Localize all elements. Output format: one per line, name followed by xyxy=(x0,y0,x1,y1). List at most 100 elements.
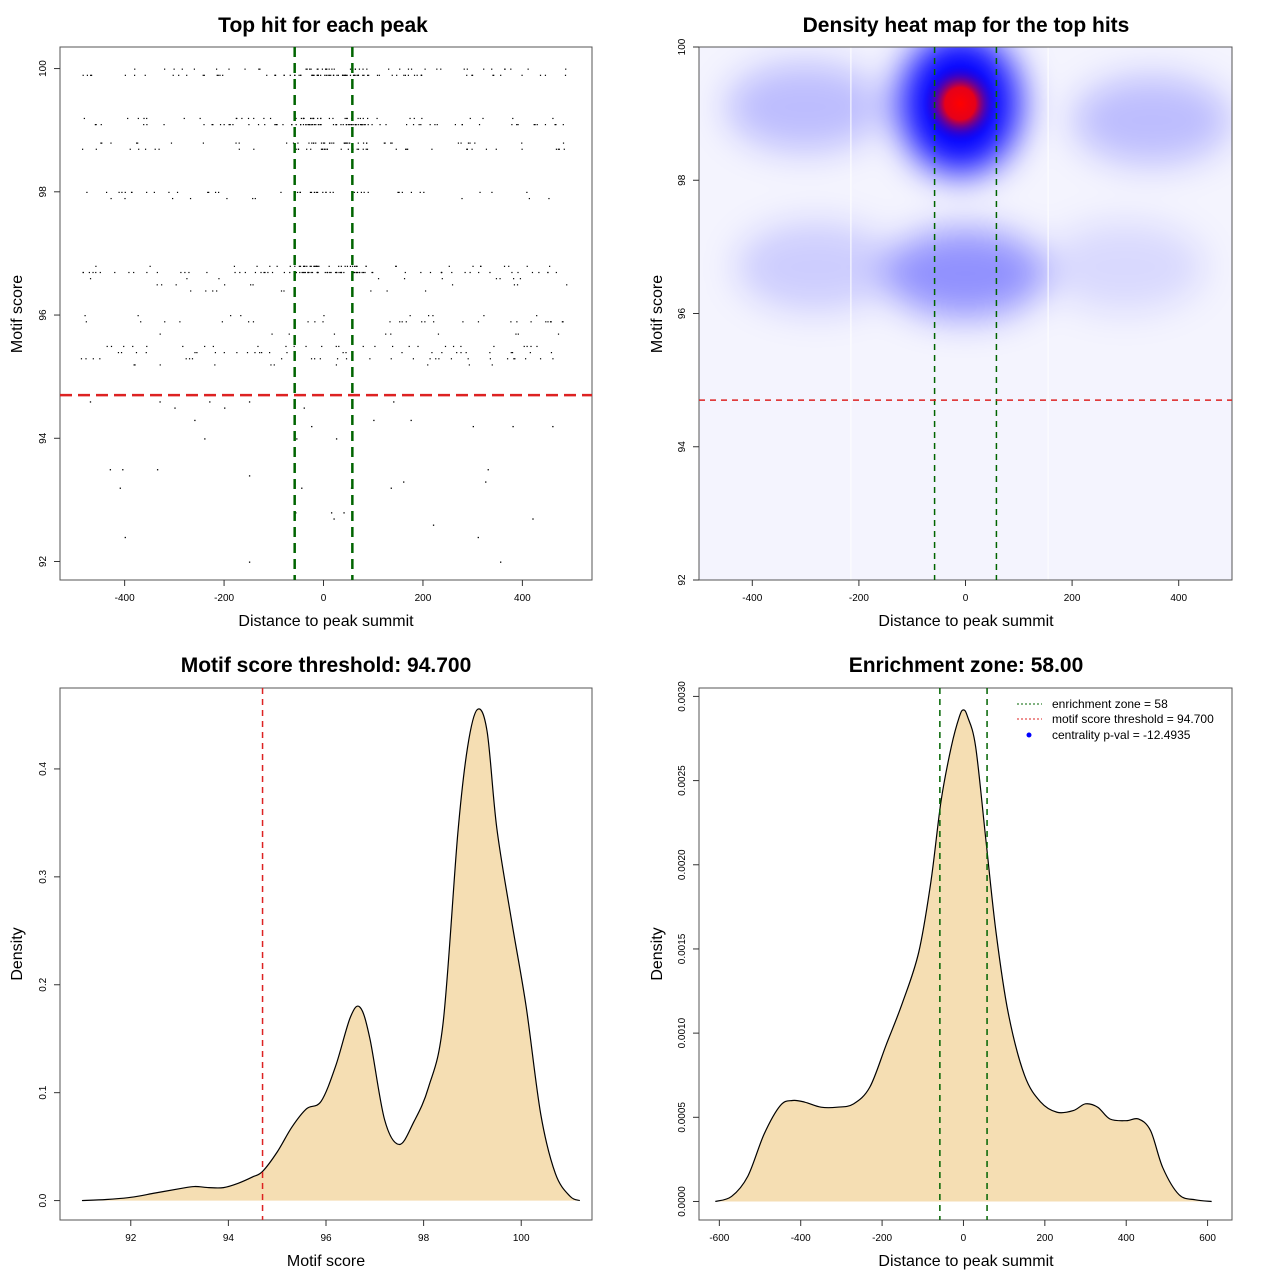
data-point xyxy=(432,524,435,526)
data-point xyxy=(471,74,473,76)
data-point xyxy=(477,536,479,539)
data-point xyxy=(178,74,180,76)
data-point xyxy=(315,142,317,144)
data-point xyxy=(441,271,443,274)
data-point xyxy=(510,321,512,323)
data-point xyxy=(503,265,506,267)
data-point xyxy=(534,124,536,126)
data-point xyxy=(326,148,328,150)
y-axis-label: Density xyxy=(9,927,26,980)
data-point xyxy=(305,345,307,348)
data-point xyxy=(258,68,260,70)
data-point xyxy=(506,358,509,360)
legend-label: motif score threshold = 94.700 xyxy=(1052,712,1214,726)
data-point xyxy=(314,321,316,323)
data-point xyxy=(565,68,567,70)
data-point xyxy=(555,271,557,274)
data-point xyxy=(285,345,287,348)
data-point xyxy=(482,117,484,120)
data-point xyxy=(146,191,148,194)
density-fill xyxy=(715,709,1212,1202)
data-point xyxy=(499,278,501,280)
data-point xyxy=(315,191,317,194)
data-point xyxy=(264,124,266,126)
data-point xyxy=(345,142,348,144)
data-point xyxy=(146,117,148,120)
data-point xyxy=(183,117,185,120)
data-point xyxy=(304,271,306,274)
data-point xyxy=(109,469,112,471)
data-point xyxy=(510,352,512,354)
data-point xyxy=(328,265,330,267)
data-point xyxy=(338,271,340,274)
data-point xyxy=(358,68,361,70)
data-point xyxy=(320,148,323,150)
data-point xyxy=(254,197,256,200)
data-point xyxy=(361,271,363,274)
data-point xyxy=(493,74,495,76)
data-point xyxy=(149,265,151,267)
data-point xyxy=(362,142,365,144)
x-tick-label: 0 xyxy=(963,593,969,604)
data-point xyxy=(366,148,369,150)
data-point xyxy=(352,74,355,76)
data-point xyxy=(420,271,422,274)
data-point xyxy=(315,124,317,126)
data-point xyxy=(137,315,139,317)
data-point xyxy=(466,74,468,76)
data-point xyxy=(233,265,236,267)
data-point xyxy=(390,142,392,144)
data-point xyxy=(566,284,568,286)
y-tick-label: 100 xyxy=(677,38,688,55)
data-point xyxy=(365,265,367,267)
data-point xyxy=(343,142,346,144)
data-point xyxy=(436,68,438,70)
data-point xyxy=(357,117,359,120)
data-point xyxy=(485,148,488,150)
data-point xyxy=(274,74,277,76)
data-point xyxy=(314,265,316,267)
data-point xyxy=(239,271,241,274)
data-point xyxy=(137,117,139,120)
data-point xyxy=(353,124,355,126)
data-point xyxy=(248,561,251,563)
data-point xyxy=(219,74,221,76)
data-point xyxy=(218,191,220,194)
y-tick-label: 0.0020 xyxy=(677,849,688,880)
data-point xyxy=(492,74,494,76)
data-point xyxy=(306,68,308,70)
data-point xyxy=(99,358,101,360)
heatmap-cells xyxy=(725,47,1232,319)
data-point xyxy=(253,117,255,120)
data-point xyxy=(512,117,514,120)
data-point xyxy=(401,321,403,323)
data-point xyxy=(117,352,120,354)
data-point xyxy=(434,124,436,126)
data-point xyxy=(466,148,468,150)
data-point xyxy=(544,74,547,76)
data-point xyxy=(88,271,90,274)
data-point xyxy=(293,345,295,348)
data-point xyxy=(371,124,373,126)
data-point xyxy=(322,142,325,144)
data-point xyxy=(133,271,135,274)
data-point xyxy=(127,117,129,120)
data-point xyxy=(450,358,453,360)
data-point xyxy=(465,352,467,354)
data-point xyxy=(316,68,318,70)
chart-title: Motif score threshold: 94.700 xyxy=(181,654,472,677)
y-tick-label: 0.0000 xyxy=(677,1186,688,1217)
data-point xyxy=(533,124,535,126)
data-point xyxy=(250,284,252,286)
x-axis-label: Distance to peak summit xyxy=(878,613,1054,630)
data-point xyxy=(336,271,338,274)
x-tick-label: 98 xyxy=(418,1233,430,1244)
data-point xyxy=(331,142,333,144)
x-tick-label: -400 xyxy=(742,593,762,604)
data-point xyxy=(423,191,425,194)
data-point xyxy=(206,271,208,274)
data-point xyxy=(377,278,380,280)
data-point xyxy=(295,271,297,274)
data-point xyxy=(110,197,112,200)
data-point xyxy=(357,148,360,150)
